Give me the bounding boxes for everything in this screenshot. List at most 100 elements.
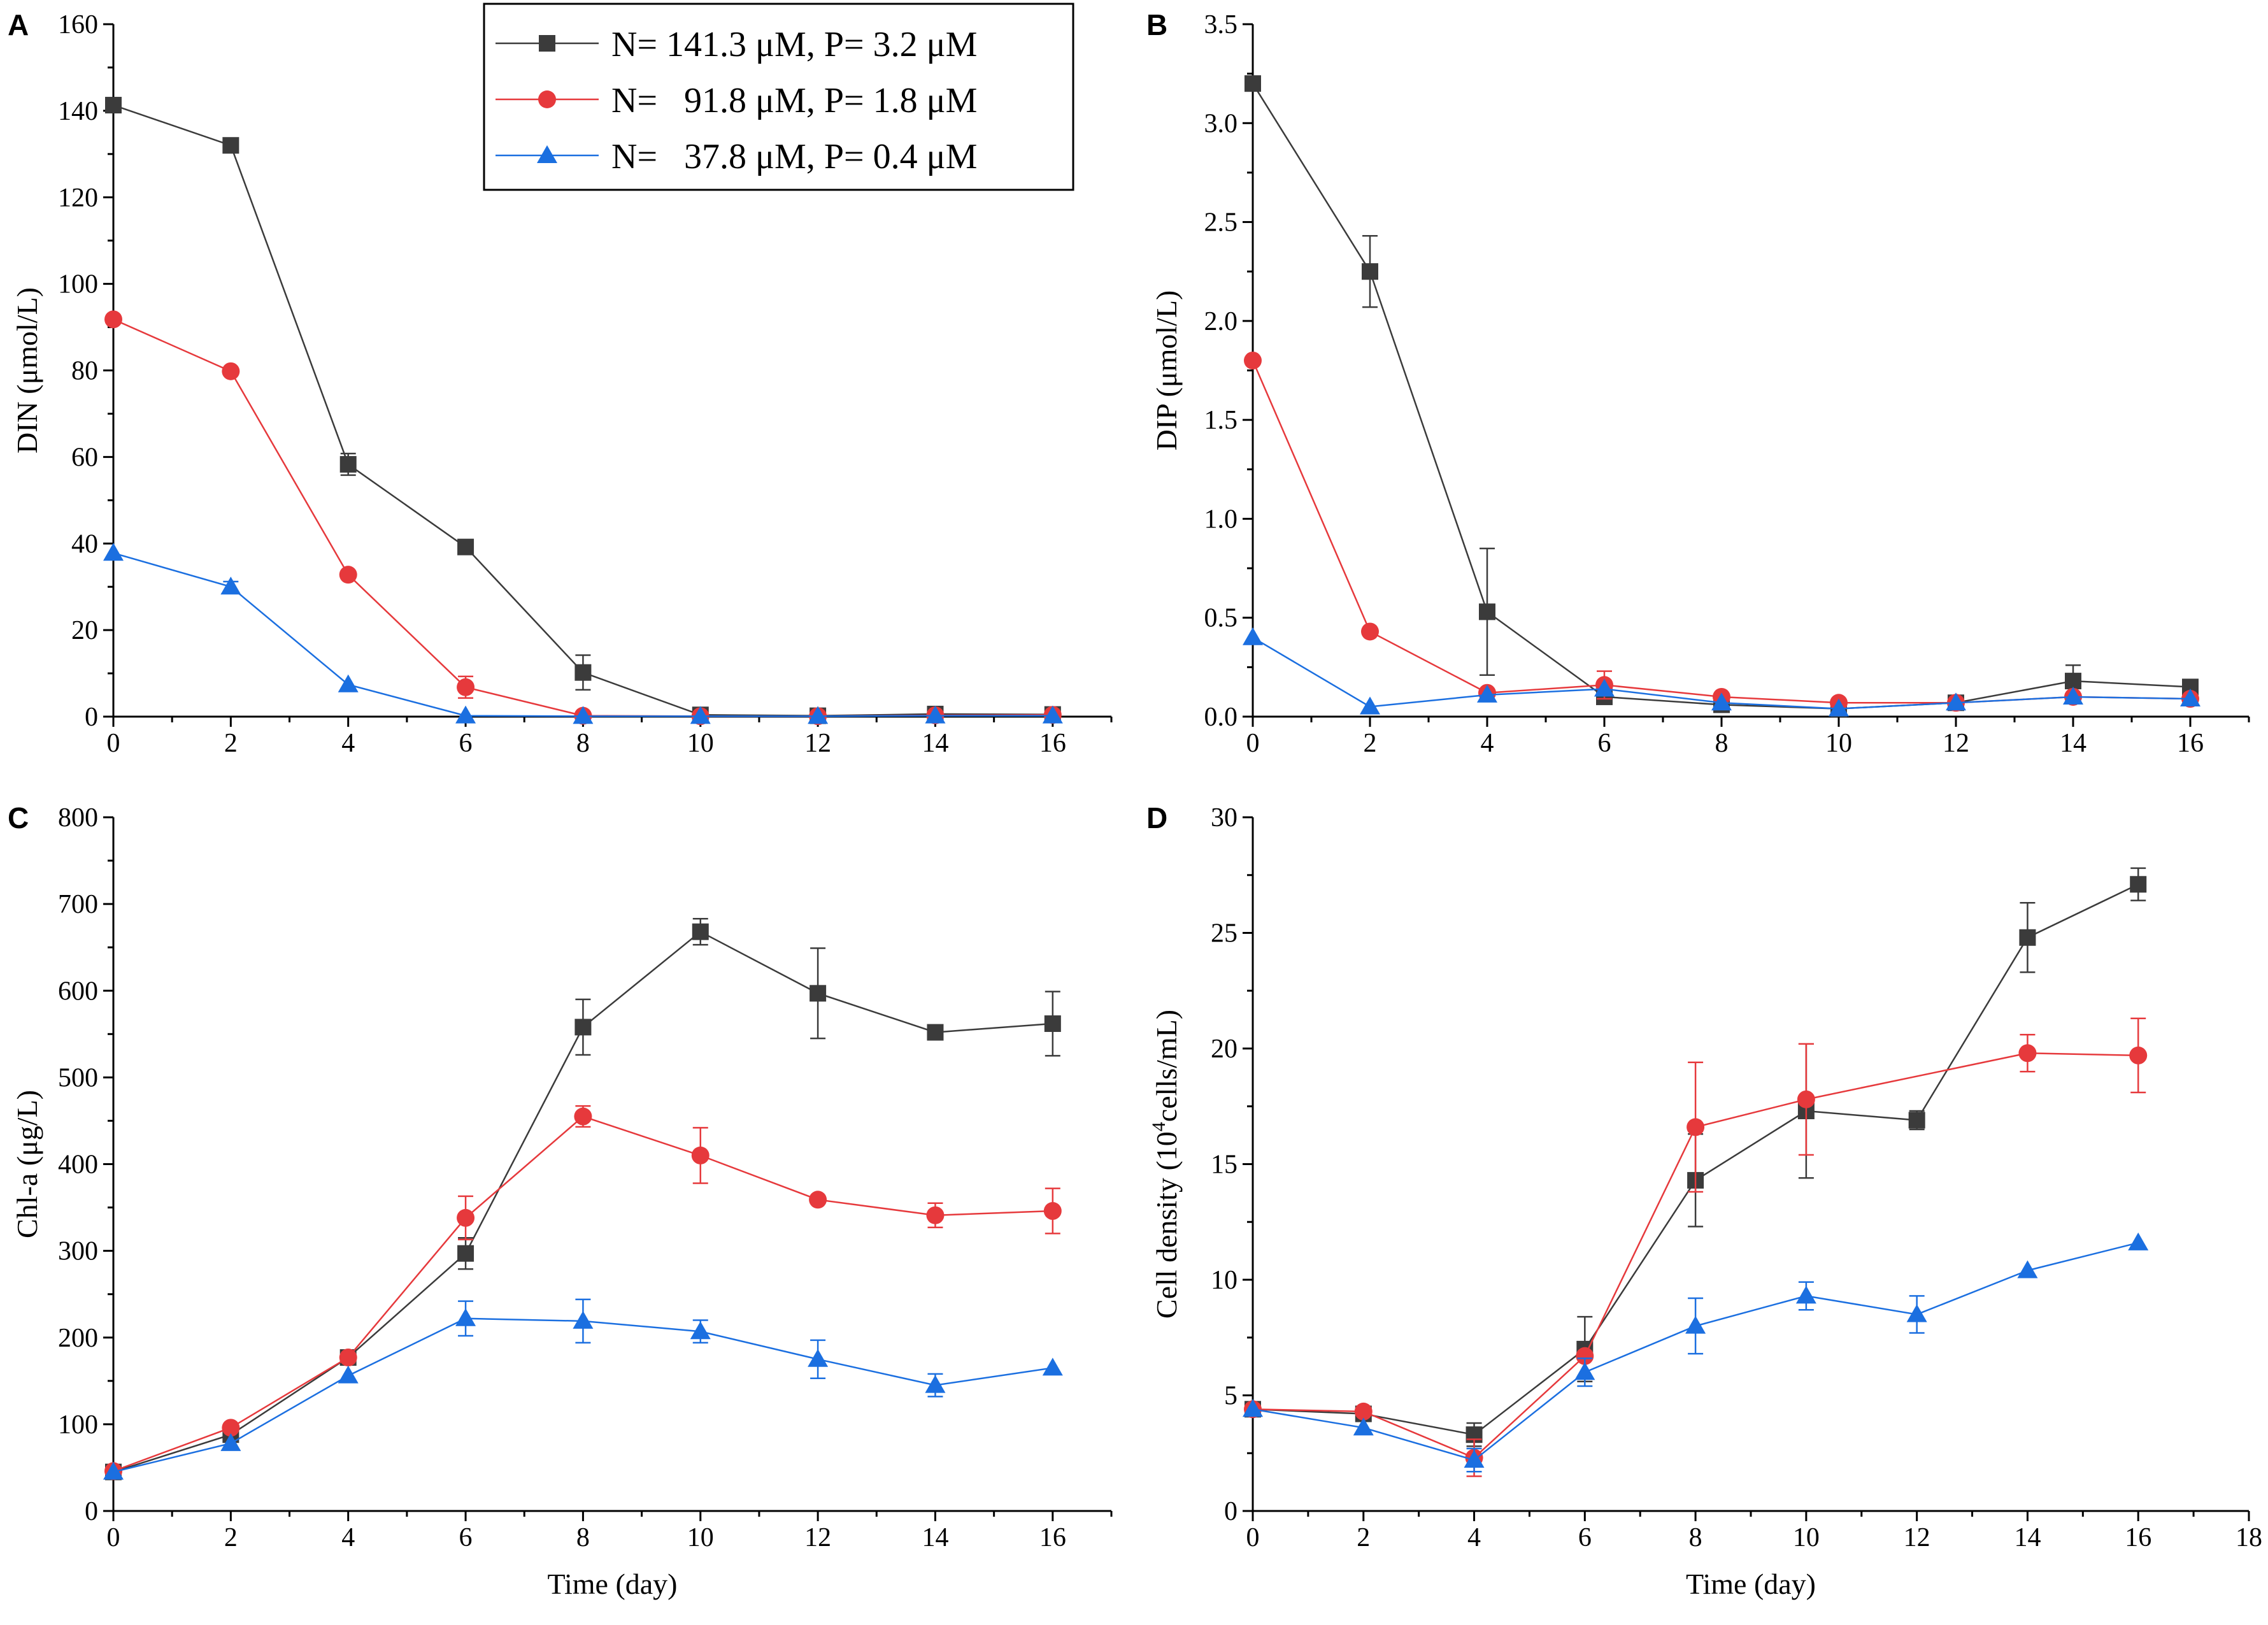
legend-marker: [537, 145, 557, 163]
data-point: [2018, 1044, 2037, 1063]
data-point: [104, 310, 122, 329]
data-point: [927, 1024, 944, 1041]
y-tick-label: 1.5: [1204, 406, 1238, 435]
legend-item: N= 91.8 μM, P= 1.8 μM: [496, 81, 977, 120]
data-point: [1042, 1357, 1063, 1376]
x-tick-label: 12: [804, 1523, 831, 1552]
series-2: [104, 1105, 1062, 1480]
x-tick-label: 10: [687, 729, 714, 758]
y-axis-label: Chl-a (μg/L): [11, 1090, 43, 1238]
y-tick-label: 3.0: [1204, 109, 1238, 138]
y-tick-label: 100: [58, 270, 98, 299]
x-tick-label: 4: [341, 729, 355, 758]
y-tick-label: 160: [58, 10, 98, 39]
data-point: [1361, 622, 1379, 641]
y-tick-label: 2.0: [1204, 307, 1238, 336]
data-point: [808, 706, 829, 724]
y-axis-label: DIP (μmol/L): [1150, 290, 1183, 451]
x-tick-label: 4: [341, 1523, 355, 1552]
x-tick-label: 10: [687, 1523, 714, 1552]
y-tick-label: 200: [58, 1324, 98, 1353]
data-point: [1360, 696, 1380, 715]
y-tick-label: 0: [1224, 1497, 1237, 1526]
x-tick-label: 16: [2177, 729, 2204, 758]
x-tick-label: 8: [576, 1523, 590, 1552]
panel-letter: D: [1146, 801, 1167, 834]
data-point: [1464, 1450, 1485, 1468]
y-tick-label: 30: [1211, 803, 1237, 833]
data-point: [338, 1365, 359, 1384]
x-tick-label: 2: [1364, 729, 1377, 758]
x-tick-label: 8: [1715, 729, 1729, 758]
series-line: [1252, 1052, 2139, 1459]
data-point: [925, 1375, 946, 1393]
x-tick-label: 16: [1039, 729, 1066, 758]
data-point: [1594, 678, 1615, 697]
legend-item: N= 141.3 μM, P= 3.2 μM: [496, 25, 977, 64]
data-point: [573, 1310, 594, 1329]
data-point: [220, 1433, 241, 1451]
y-tick-label: 400: [58, 1150, 98, 1180]
data-point: [2019, 929, 2036, 946]
data-point: [1795, 1285, 1816, 1304]
x-tick-label: 12: [804, 729, 831, 758]
x-axis-label: Time (day): [547, 1568, 677, 1600]
data-point: [574, 1107, 592, 1126]
data-point: [220, 576, 241, 595]
x-tick-label: 18: [2236, 1523, 2262, 1552]
legend-label: N= 37.8 μM, P= 0.4 μM: [611, 137, 977, 176]
data-point: [809, 985, 827, 1002]
panel-letter: C: [8, 801, 29, 834]
series-3: [103, 543, 1063, 724]
legend-label: N= 141.3 μM, P= 3.2 μM: [611, 25, 977, 64]
data-point: [809, 1191, 827, 1209]
x-tick-label: 14: [922, 729, 948, 758]
x-tick-label: 2: [1357, 1523, 1370, 1552]
y-tick-label: 20: [71, 616, 98, 645]
y-tick-label: 300: [58, 1237, 98, 1266]
x-tick-label: 0: [107, 729, 120, 758]
data-point: [105, 97, 122, 114]
data-point: [1042, 705, 1063, 724]
x-tick-label: 14: [2014, 1523, 2041, 1552]
data-point: [2129, 1046, 2148, 1064]
data-point: [1576, 1347, 1594, 1365]
data-point: [339, 455, 357, 473]
data-point: [690, 1321, 711, 1340]
y-tick-label: 5: [1224, 1382, 1237, 1411]
x-tick-label: 4: [1481, 729, 1494, 758]
y-tick-label: 0.5: [1204, 604, 1238, 633]
series-3: [103, 1298, 1063, 1480]
x-tick-label: 14: [922, 1523, 948, 1552]
data-point: [1043, 1202, 1062, 1221]
legend-box: [483, 3, 1074, 191]
x-tick-label: 0: [1246, 1523, 1260, 1552]
data-point: [573, 706, 594, 724]
y-tick-label: 25: [1211, 919, 1237, 949]
x-tick-label: 0: [1246, 729, 1260, 758]
y-tick-label: 0: [85, 703, 98, 732]
y-tick-label: 10: [1211, 1266, 1237, 1295]
x-tick-label: 6: [459, 1523, 473, 1552]
panel-letter: A: [8, 8, 29, 41]
panel-letter: B: [1146, 8, 1167, 41]
x-tick-label: 10: [1825, 729, 1852, 758]
data-point: [103, 1461, 124, 1480]
series-3: [1243, 1232, 2149, 1473]
data-point: [339, 566, 357, 584]
panel-C: C 0 2 4 6 8 10 12 14 16 0 100 200 300 400 500 600 700 800 C…: [8, 801, 1113, 1600]
data-point: [1245, 75, 1261, 92]
y-tick-label: 80: [71, 357, 98, 386]
data-point: [1687, 1118, 1705, 1136]
y-tick-label: 3.5: [1204, 10, 1238, 39]
y-tick-label: 2.5: [1204, 208, 1238, 238]
data-point: [925, 705, 946, 724]
data-point: [1906, 1304, 1927, 1322]
data-point: [457, 538, 474, 555]
x-tick-label: 14: [2060, 729, 2086, 758]
x-tick-label: 8: [576, 729, 590, 758]
legend: N= 141.3 μM, P= 3.2 μM N= 91.8 μM, P= 1.8…: [483, 3, 1074, 191]
x-tick-label: 12: [1943, 729, 1969, 758]
data-point: [1574, 1362, 1595, 1380]
